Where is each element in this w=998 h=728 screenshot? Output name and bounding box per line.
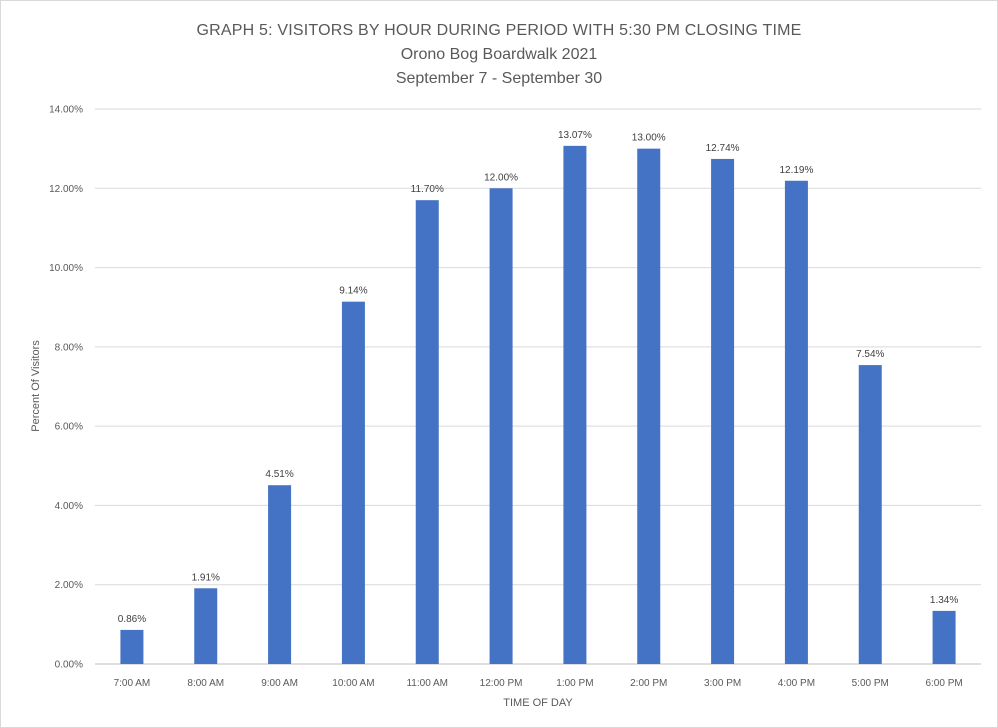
y-tick-label: 8.00% xyxy=(55,342,83,353)
x-tick-label: 9:00 AM xyxy=(261,678,298,689)
bar xyxy=(563,145,587,664)
x-tick-label: 7:00 AM xyxy=(114,678,151,689)
y-tick-label: 0.00% xyxy=(55,660,83,671)
data-label: 13.07% xyxy=(558,130,592,141)
data-label: 1.91% xyxy=(192,572,220,583)
gridlines xyxy=(95,108,981,665)
y-axis-ticks: 0.00% 2.00% 4.00% 6.00% 8.00% 10.00% 12.00% 14.… xyxy=(49,105,83,671)
bar xyxy=(194,588,218,664)
y-tick-label: 12.00% xyxy=(49,184,83,195)
x-tick-label: 2:00 PM xyxy=(630,678,667,689)
data-label: 9.14% xyxy=(339,286,367,297)
y-tick-label: 4.00% xyxy=(55,501,83,512)
x-tick-label: 4:00 PM xyxy=(778,678,815,689)
x-axis-title: TIME OF DAY xyxy=(503,697,573,709)
chart-subtitle-1: Orono Bog Boardwalk 2021 xyxy=(400,46,598,63)
bar xyxy=(637,148,661,665)
bar xyxy=(784,180,808,664)
x-axis-ticks: 7:00 AM 8:00 AM 9:00 AM 10:00 AM 11:00 AM 12:… xyxy=(114,678,963,689)
y-tick-label: 2.00% xyxy=(55,580,83,591)
chart-title-block: GRAPH 5: VISITORS BY HOUR DURING PERIOD … xyxy=(1,19,997,91)
x-tick-label: 3:00 PM xyxy=(704,678,741,689)
bar xyxy=(932,610,956,664)
data-label: 11.70% xyxy=(411,184,444,195)
x-tick-label: 5:00 PM xyxy=(852,678,889,689)
data-label: 4.51% xyxy=(265,469,293,480)
y-tick-label: 14.00% xyxy=(49,105,83,116)
y-tick-label: 10.00% xyxy=(49,263,83,274)
data-label: 7.54% xyxy=(856,349,884,360)
data-label: 1.34% xyxy=(930,595,958,606)
x-tick-label: 11:00 AM xyxy=(406,678,448,689)
data-label: 0.86% xyxy=(118,614,146,625)
bar xyxy=(120,629,144,664)
y-axis-title: Percent Of Visitors xyxy=(30,340,42,432)
bar xyxy=(415,200,439,664)
bar xyxy=(858,365,882,664)
x-tick-label: 6:00 PM xyxy=(925,678,962,689)
data-labels: 0.86% 1.91% 4.51% 9.14% 11.70% 12.00% 13.07% 13… xyxy=(118,130,959,625)
chart-title: GRAPH 5: VISITORS BY HOUR DURING PERIOD … xyxy=(196,22,802,39)
bars xyxy=(120,145,956,665)
bar xyxy=(489,188,513,665)
bar xyxy=(341,301,365,664)
x-tick-label: 1:00 PM xyxy=(556,678,593,689)
data-label: 12.00% xyxy=(484,172,518,183)
chart-subtitle-2: September 7 - September 30 xyxy=(395,70,603,87)
x-tick-label: 8:00 AM xyxy=(187,678,224,689)
data-label: 13.00% xyxy=(632,133,666,144)
data-label: 12.74% xyxy=(706,143,740,154)
bar xyxy=(711,158,735,664)
data-label: 12.19% xyxy=(779,165,813,176)
x-tick-label: 10:00 AM xyxy=(332,678,374,689)
x-tick-label: 12:00 PM xyxy=(480,678,523,689)
bar xyxy=(268,485,292,664)
y-tick-label: 6.00% xyxy=(55,422,83,433)
